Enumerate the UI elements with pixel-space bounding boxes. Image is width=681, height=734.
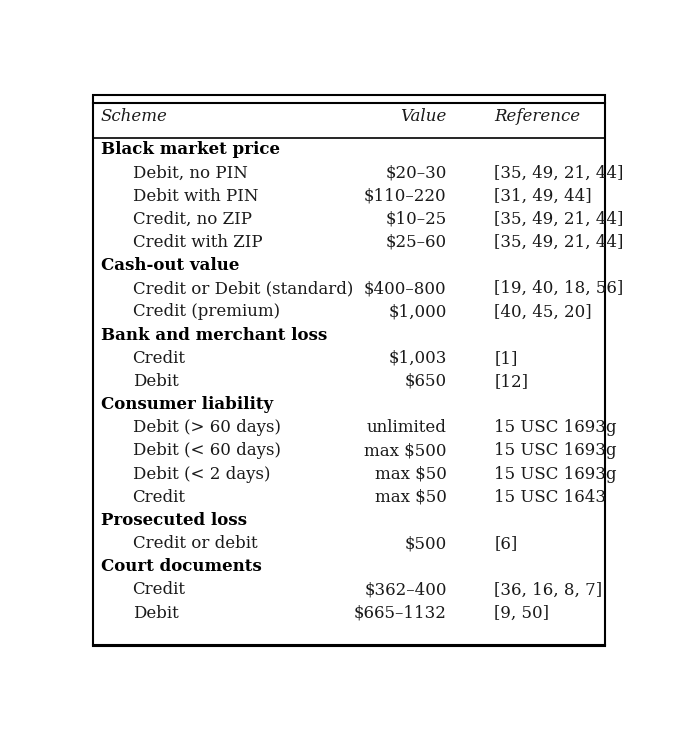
Text: 15 USC 1693g: 15 USC 1693g bbox=[494, 465, 617, 483]
Text: [12]: [12] bbox=[494, 373, 528, 390]
Text: Debit, no PIN: Debit, no PIN bbox=[133, 164, 247, 181]
Text: [19, 40, 18, 56]: [19, 40, 18, 56] bbox=[494, 280, 623, 297]
Text: Prosecuted loss: Prosecuted loss bbox=[101, 512, 247, 529]
Text: Debit with PIN: Debit with PIN bbox=[133, 188, 258, 205]
Text: [40, 45, 20]: [40, 45, 20] bbox=[494, 303, 592, 321]
Text: $500: $500 bbox=[405, 535, 447, 552]
Text: Bank and merchant loss: Bank and merchant loss bbox=[101, 327, 327, 344]
Text: Debit (> 60 days): Debit (> 60 days) bbox=[133, 419, 281, 436]
Text: Credit (premium): Credit (premium) bbox=[133, 303, 280, 321]
Text: $25–60: $25–60 bbox=[385, 234, 447, 251]
Text: $10–25: $10–25 bbox=[385, 211, 447, 228]
Text: Court documents: Court documents bbox=[101, 559, 262, 575]
Text: $1,003: $1,003 bbox=[388, 350, 447, 367]
Text: unlimited: unlimited bbox=[367, 419, 447, 436]
Text: [35, 49, 21, 44]: [35, 49, 21, 44] bbox=[494, 234, 624, 251]
Text: Credit or debit: Credit or debit bbox=[133, 535, 257, 552]
Text: Debit: Debit bbox=[133, 373, 178, 390]
Text: 15 USC 1643: 15 USC 1643 bbox=[494, 489, 606, 506]
Text: [36, 16, 8, 7]: [36, 16, 8, 7] bbox=[494, 581, 602, 598]
Text: Credit: Credit bbox=[133, 581, 186, 598]
Text: [1]: [1] bbox=[494, 350, 518, 367]
Text: Debit (< 60 days): Debit (< 60 days) bbox=[133, 443, 281, 459]
Text: [31, 49, 44]: [31, 49, 44] bbox=[494, 188, 592, 205]
Text: $362–400: $362–400 bbox=[364, 581, 447, 598]
Text: $650: $650 bbox=[405, 373, 447, 390]
Text: Credit, no ZIP: Credit, no ZIP bbox=[133, 211, 251, 228]
Text: $400–800: $400–800 bbox=[364, 280, 447, 297]
Text: $665–1132: $665–1132 bbox=[353, 605, 447, 622]
Text: $1,000: $1,000 bbox=[388, 303, 447, 321]
Text: [35, 49, 21, 44]: [35, 49, 21, 44] bbox=[494, 164, 624, 181]
Text: Black market price: Black market price bbox=[101, 141, 280, 159]
Text: Cash-out value: Cash-out value bbox=[101, 257, 239, 274]
Text: Reference: Reference bbox=[494, 109, 580, 126]
Text: [9, 50]: [9, 50] bbox=[494, 605, 549, 622]
Text: max $500: max $500 bbox=[364, 443, 447, 459]
Text: [6]: [6] bbox=[494, 535, 518, 552]
Text: Consumer liability: Consumer liability bbox=[101, 396, 273, 413]
Text: $20–30: $20–30 bbox=[385, 164, 447, 181]
Text: 15 USC 1693g: 15 USC 1693g bbox=[494, 443, 617, 459]
Text: 15 USC 1693g: 15 USC 1693g bbox=[494, 419, 617, 436]
Text: max $50: max $50 bbox=[375, 489, 447, 506]
Text: Debit: Debit bbox=[133, 605, 178, 622]
Text: max $50: max $50 bbox=[375, 465, 447, 483]
Text: Credit with ZIP: Credit with ZIP bbox=[133, 234, 262, 251]
Text: Credit: Credit bbox=[133, 489, 186, 506]
Text: [35, 49, 21, 44]: [35, 49, 21, 44] bbox=[494, 211, 624, 228]
Text: Credit or Debit (standard): Credit or Debit (standard) bbox=[133, 280, 353, 297]
Text: Scheme: Scheme bbox=[101, 109, 168, 126]
Text: Credit: Credit bbox=[133, 350, 186, 367]
Text: Value: Value bbox=[400, 109, 447, 126]
Text: $110–220: $110–220 bbox=[364, 188, 447, 205]
Text: Debit (< 2 days): Debit (< 2 days) bbox=[133, 465, 270, 483]
